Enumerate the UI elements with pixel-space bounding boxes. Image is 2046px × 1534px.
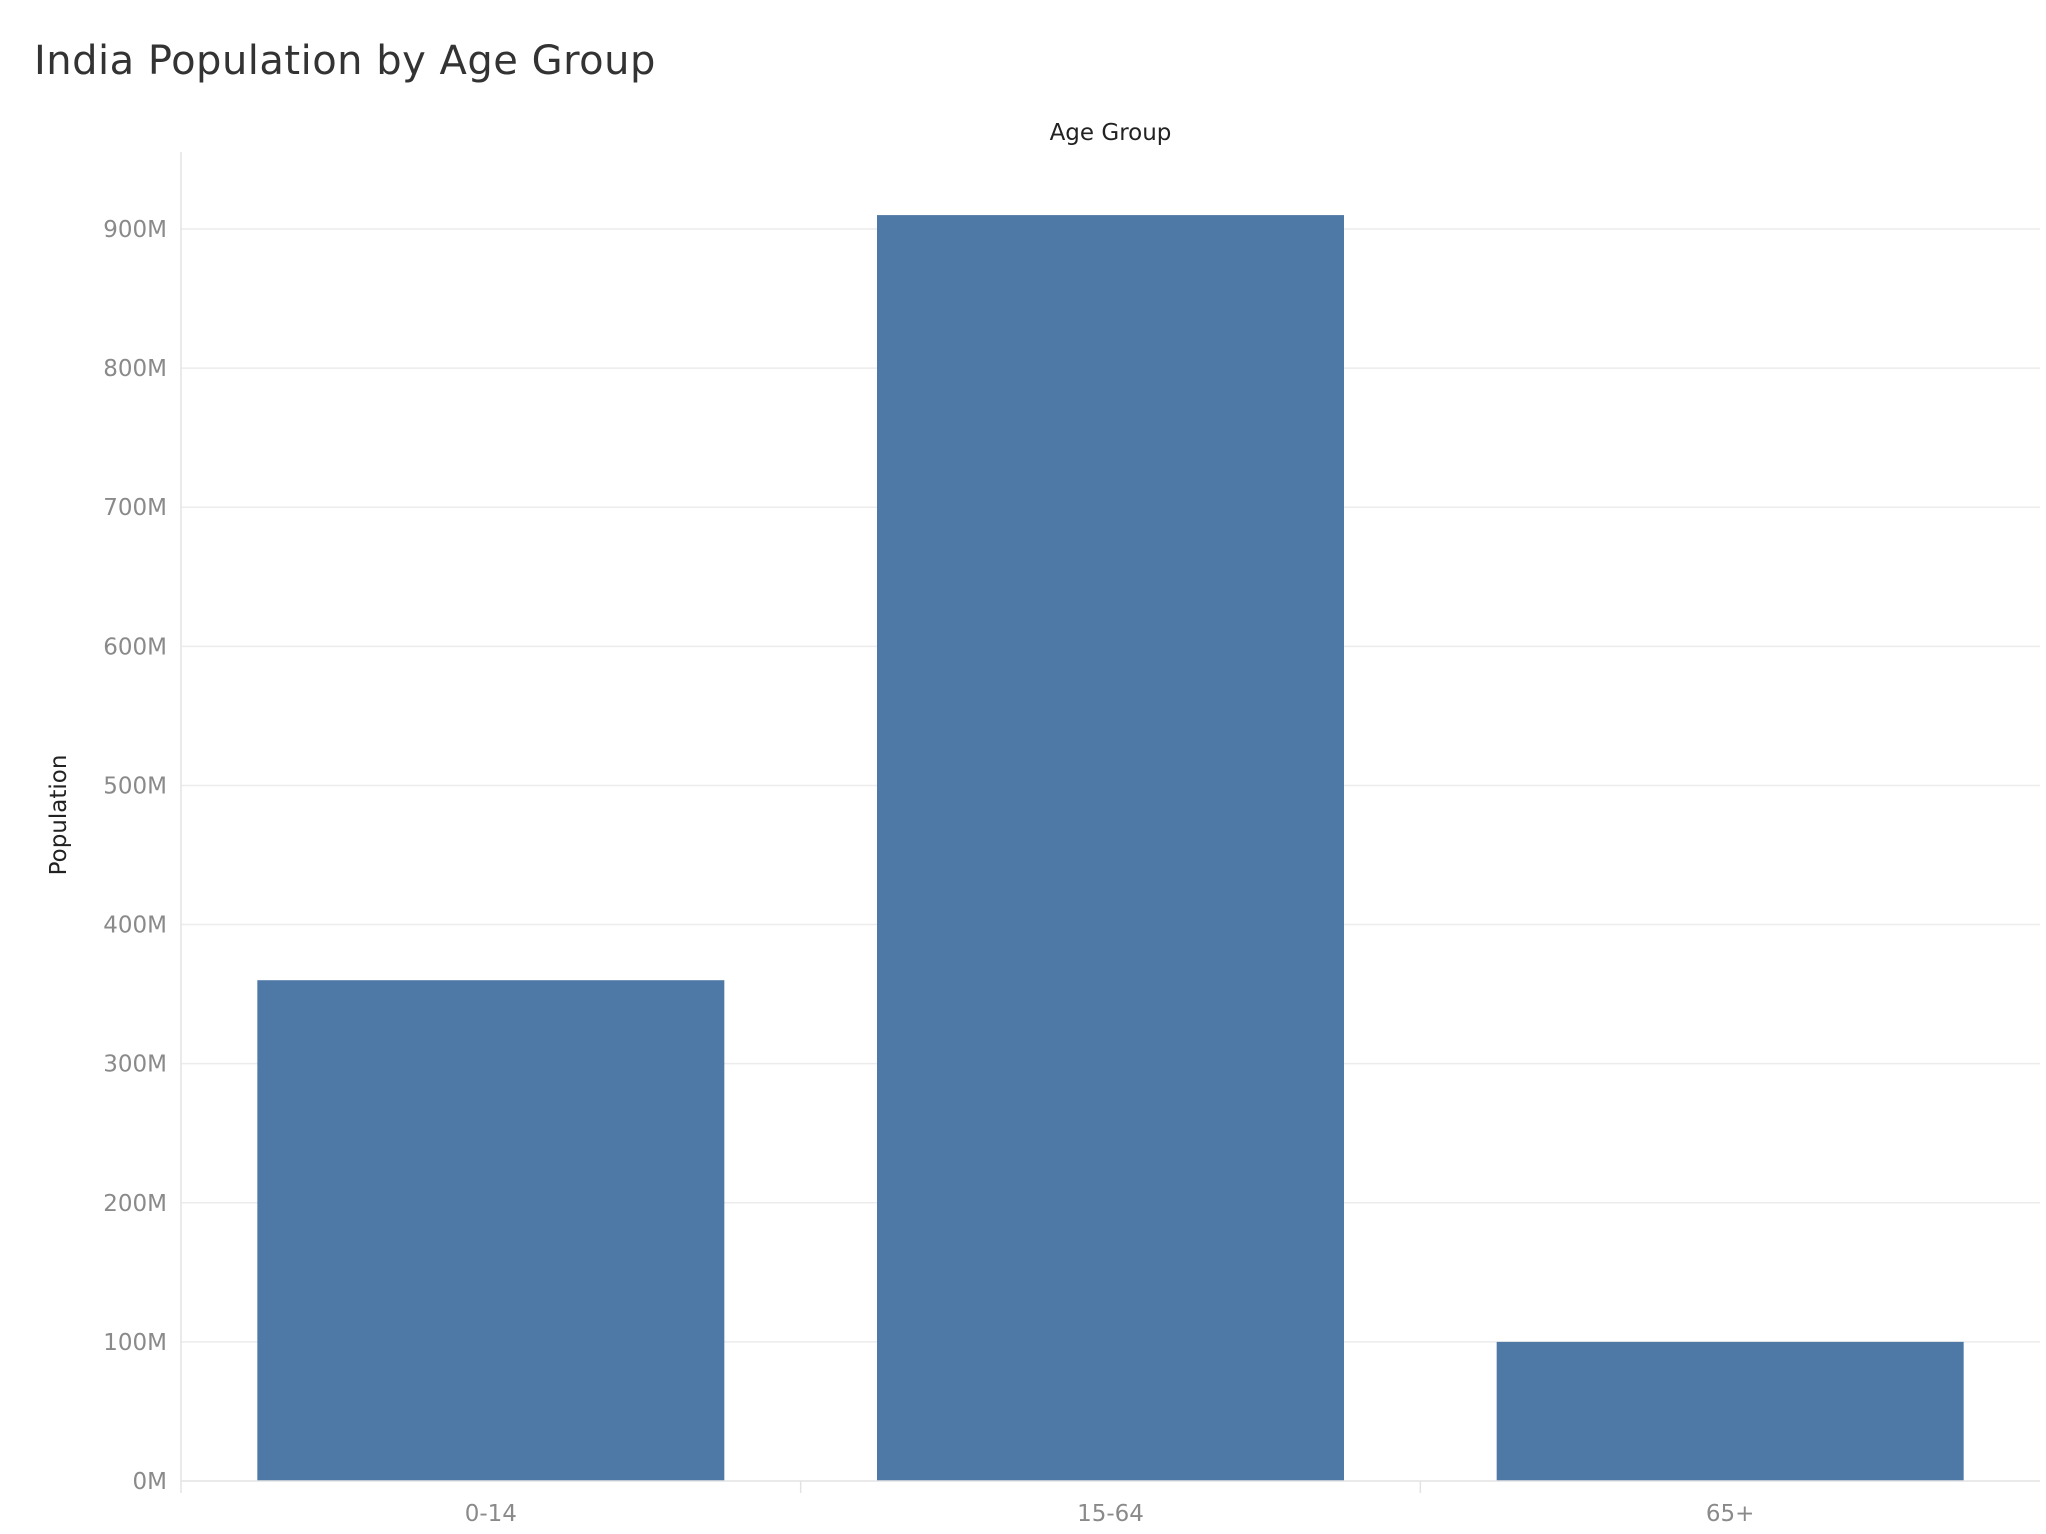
y-tick-label: 100M [103, 1330, 167, 1356]
y-tick-label: 800M [103, 356, 167, 382]
x-tick-label: 0-14 [465, 1501, 517, 1527]
y-tick-label: 600M [103, 634, 167, 660]
axes [180, 152, 2040, 1493]
y-tick-label: 200M [103, 1191, 167, 1217]
bar [257, 980, 725, 1481]
y-tick-label: 300M [103, 1052, 167, 1078]
y-tick-label: 400M [103, 913, 167, 939]
y-tick-label: 700M [103, 495, 167, 521]
chart-title: India Population by Age Group [34, 38, 656, 84]
y-tick-label: 900M [103, 217, 167, 243]
bar [1496, 1341, 1964, 1481]
column-header: Age Group [1050, 120, 1172, 146]
y-tick-label: 0M [133, 1469, 167, 1495]
y-tick-labels: 0M 100M 200M 300M 400M 500M 600M 700M 800M 900M [103, 217, 167, 1495]
bars [257, 215, 1964, 1482]
y-tick-label: 500M [103, 773, 167, 799]
x-tick-label: 65+ [1706, 1501, 1755, 1527]
bar [877, 215, 1344, 1482]
x-tick-label: 15-64 [1077, 1501, 1144, 1527]
x-tick-labels: 0-14 15-64 65+ [465, 1501, 1755, 1527]
y-axis-title: Population [46, 755, 72, 876]
